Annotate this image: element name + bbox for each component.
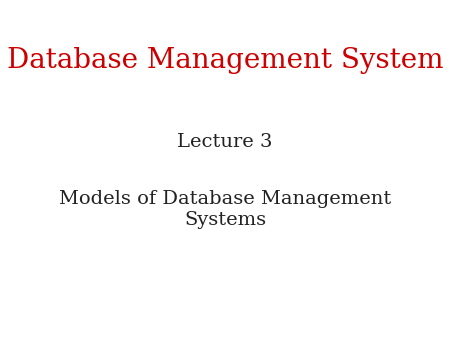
Text: Database Management System: Database Management System [7, 47, 443, 74]
Text: Models of Database Management
Systems: Models of Database Management Systems [59, 190, 391, 229]
Text: Lecture 3: Lecture 3 [177, 133, 273, 151]
